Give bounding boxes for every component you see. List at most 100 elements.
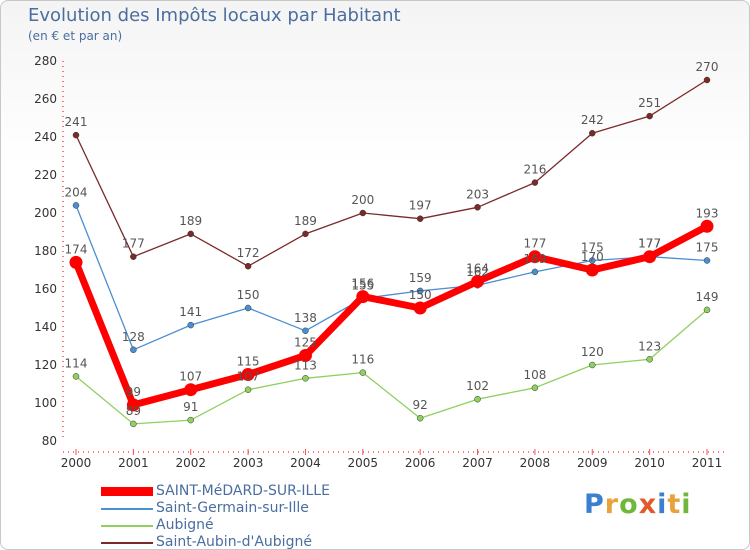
x-tick-label: 2010: [634, 456, 665, 470]
data-point: [359, 209, 367, 217]
data-point: [531, 179, 539, 186]
data-point: [474, 204, 481, 211]
data-point: [589, 129, 596, 137]
data-label: 123: [638, 339, 661, 353]
y-tick-label: 140: [34, 320, 57, 334]
data-labels: 241 177 189 172 189 200 197 203 216 242 251 270 204 1…: [65, 60, 719, 418]
legend-label: Aubigné: [156, 517, 214, 533]
data-point: [359, 369, 367, 376]
y-tick-label: 120: [34, 358, 57, 372]
data-point: [187, 416, 194, 424]
data-label: 89: [126, 404, 141, 418]
data-label: 170: [581, 250, 604, 264]
data-label: 189: [294, 214, 317, 228]
data-point: [302, 327, 309, 335]
data-point: [241, 368, 255, 381]
data-label: 113: [294, 358, 317, 372]
data-point: [416, 414, 424, 422]
data-point: [416, 287, 424, 295]
series-points: [69, 76, 714, 428]
data-point: [244, 386, 252, 393]
data-label: 150: [409, 288, 432, 302]
legend-swatch: [101, 508, 153, 510]
data-label: 156: [351, 277, 374, 291]
data-label: 216: [523, 163, 546, 177]
y-tick-label: 260: [34, 92, 57, 106]
data-point: [474, 395, 481, 403]
data-label: 169: [523, 252, 546, 266]
data-point: [416, 215, 424, 222]
data-point: [187, 321, 194, 329]
data-point: [643, 250, 657, 264]
chart-subtitle: (en € et par an): [28, 29, 123, 43]
data-label: 120: [581, 345, 604, 359]
legend-swatch: [101, 542, 153, 544]
legend-swatch: [101, 525, 153, 527]
data-label: 189: [179, 214, 202, 228]
data-point: [646, 356, 653, 363]
data-label: 197: [409, 199, 432, 213]
data-point: [72, 202, 80, 209]
data-point: [703, 306, 711, 314]
x-tick-label: 2006: [405, 456, 436, 470]
data-point: [126, 398, 140, 412]
data-point: [130, 253, 137, 260]
x-tick-label: 2005: [348, 456, 379, 470]
x-tick-label: 2011: [692, 456, 723, 470]
data-point: [585, 263, 599, 277]
data-label: 92: [413, 398, 428, 412]
x-tick-label: 2008: [520, 456, 551, 470]
data-label: 141: [179, 305, 202, 319]
y-tick-label: 200: [34, 206, 57, 220]
logo-letter: o: [619, 489, 639, 520]
data-label: 242: [581, 113, 604, 127]
data-label: 270: [696, 60, 719, 74]
series-line-3: [75, 79, 708, 267]
data-label: 138: [294, 311, 317, 325]
data-point: [356, 290, 370, 304]
x-tick-label: 2002: [175, 456, 206, 470]
data-label: 107: [179, 370, 202, 384]
data-label: 159: [409, 271, 432, 285]
data-point: [69, 255, 83, 269]
data-label: 251: [638, 96, 661, 110]
x-tick-label: 2000: [61, 456, 92, 470]
y-tick-label: 180: [34, 244, 57, 258]
data-point: [528, 250, 542, 264]
data-label: 177: [638, 237, 661, 251]
logo-letter: x: [638, 489, 658, 520]
data-label: 203: [466, 187, 489, 201]
data-label: 91: [183, 400, 198, 414]
data-point: [700, 219, 714, 233]
data-point: [703, 257, 711, 264]
proxiti-logo: Proxiti: [584, 489, 692, 520]
data-point: [531, 268, 539, 276]
data-point: [130, 346, 137, 354]
data-label: 241: [65, 115, 88, 129]
chart-title: Evolution des Impôts locaux par Habitant: [28, 5, 401, 26]
data-label: 162: [466, 265, 489, 279]
y-tick-label: 220: [34, 168, 57, 182]
data-point: [302, 230, 309, 238]
data-label: 99: [126, 385, 141, 399]
data-label: 200: [351, 193, 374, 207]
logo-letter: i: [681, 489, 692, 520]
data-point: [471, 274, 485, 288]
logo-letter: t: [667, 489, 682, 520]
data-label: 204: [65, 185, 88, 199]
data-label: 102: [466, 379, 489, 393]
logo-letter: r: [604, 489, 620, 520]
data-label: 116: [351, 353, 374, 367]
legend-label: Saint-Germain-sur-Ille: [156, 500, 309, 516]
x-tick-label: 2001: [118, 456, 149, 470]
data-point: [298, 349, 312, 362]
series-lines: [72, 79, 711, 425]
data-label: 115: [237, 355, 260, 369]
y-tick-label: 280: [34, 54, 57, 68]
data-label: 149: [696, 290, 719, 304]
data-point: [72, 373, 80, 380]
data-label: 172: [237, 246, 260, 260]
x-tick-label: 2007: [462, 456, 493, 470]
